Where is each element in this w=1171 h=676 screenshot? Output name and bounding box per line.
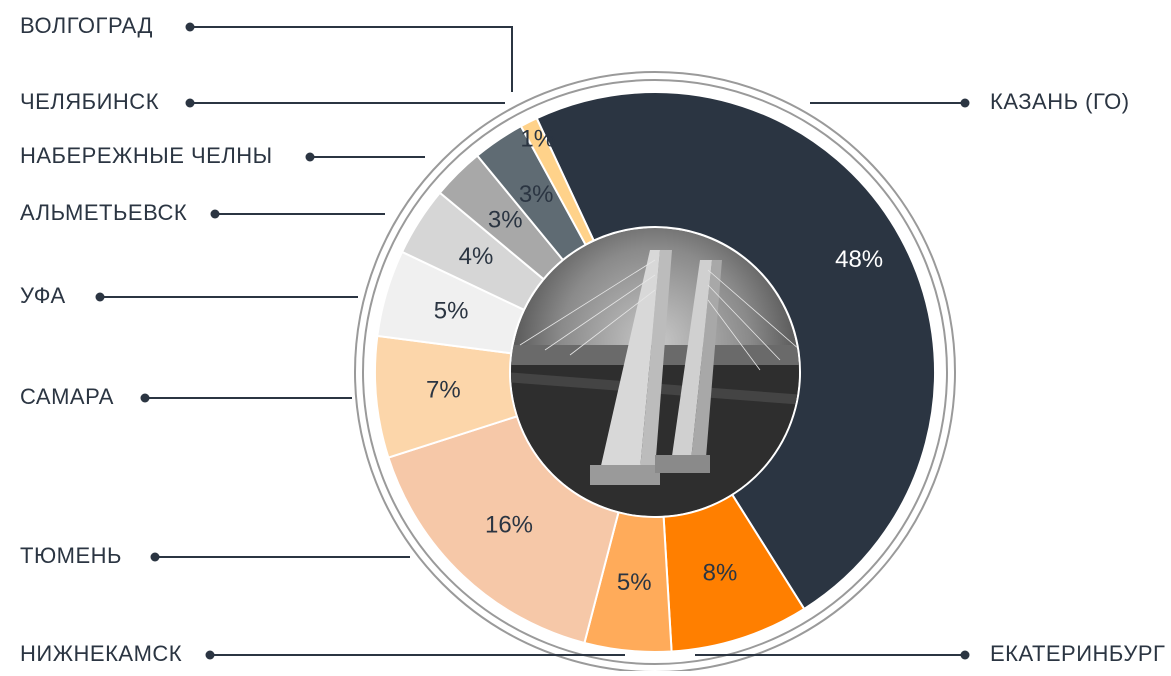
value-label: 3% bbox=[519, 181, 554, 208]
category-label: НИЖНЕКАМСК bbox=[20, 641, 182, 666]
category-label: ВОЛГОГРАД bbox=[20, 13, 153, 38]
inner-ring bbox=[362, 79, 948, 665]
label-dot bbox=[960, 98, 970, 108]
label-dot bbox=[305, 152, 315, 162]
value-label: 16% bbox=[485, 512, 533, 539]
category-label: НАБЕРЕЖНЫЕ ЧЕЛНЫ bbox=[20, 143, 273, 168]
category-label: КАЗАНЬ (ГО) bbox=[990, 89, 1130, 114]
value-label: 1% bbox=[520, 125, 555, 152]
label-dot bbox=[95, 292, 105, 302]
center-photo bbox=[511, 228, 799, 516]
category-label: ЧЕЛЯБИНСК bbox=[20, 89, 159, 114]
label-dot bbox=[960, 650, 970, 660]
value-label: 3% bbox=[488, 207, 523, 234]
label-dot bbox=[205, 650, 215, 660]
category-label: ТЮМЕНЬ bbox=[20, 543, 122, 568]
label-dot bbox=[150, 552, 160, 562]
slice bbox=[535, 91, 936, 611]
label-dot bbox=[185, 22, 195, 32]
slice bbox=[519, 116, 596, 247]
slices: 48% 8% 5% 16% 7% 5% 4% 3%3% 1% bbox=[374, 91, 936, 653]
labels: КАЗАНЬ (ГО) ЕКАТЕРИНБУРГ НИЖНЕКАМСК ТЮМЕНЬ С… bbox=[20, 13, 1165, 666]
label-dot bbox=[185, 98, 195, 108]
label-dot bbox=[140, 393, 150, 403]
value-label: 5% bbox=[617, 569, 652, 596]
label-dot bbox=[210, 209, 220, 219]
category-label: АЛЬМЕТЬЕВСК bbox=[20, 200, 187, 225]
category-label: ЕКАТЕРИНБУРГ bbox=[990, 641, 1165, 666]
category-label: УФА bbox=[20, 283, 66, 308]
category-label: САМАРА bbox=[20, 384, 114, 409]
value-label: 5% bbox=[434, 297, 469, 324]
value-label: 8% bbox=[703, 560, 738, 587]
connectors bbox=[100, 26, 965, 656]
slice bbox=[387, 415, 620, 645]
connector-line bbox=[190, 26, 513, 92]
value-label: 4% bbox=[459, 243, 494, 270]
value-label: 48% bbox=[835, 246, 883, 273]
value-label: 7% bbox=[426, 377, 461, 404]
